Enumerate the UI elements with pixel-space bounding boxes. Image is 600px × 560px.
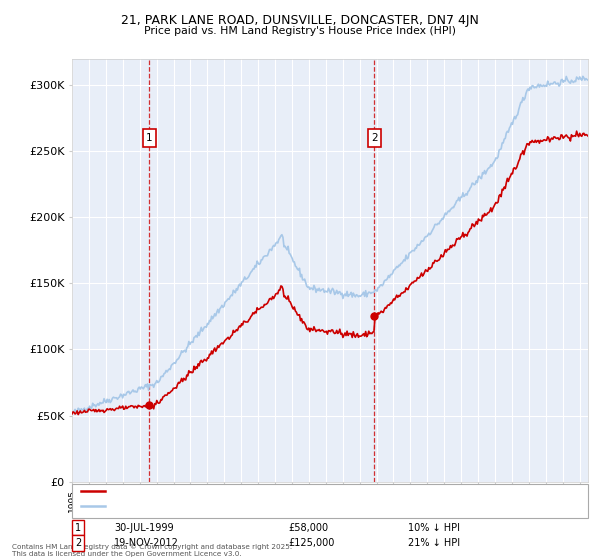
Text: HPI: Average price, detached house, Doncaster: HPI: Average price, detached house, Donc… bbox=[109, 501, 334, 510]
Text: 1: 1 bbox=[75, 522, 81, 533]
Text: Price paid vs. HM Land Registry's House Price Index (HPI): Price paid vs. HM Land Registry's House … bbox=[144, 26, 456, 36]
Text: £125,000: £125,000 bbox=[288, 538, 334, 548]
Text: 30-JUL-1999: 30-JUL-1999 bbox=[114, 522, 173, 533]
Text: 10% ↓ HPI: 10% ↓ HPI bbox=[408, 522, 460, 533]
Text: 21, PARK LANE ROAD, DUNSVILLE, DONCASTER, DN7 4JN (detached house): 21, PARK LANE ROAD, DUNSVILLE, DONCASTER… bbox=[109, 487, 466, 496]
Text: £58,000: £58,000 bbox=[288, 522, 328, 533]
Text: 2: 2 bbox=[75, 538, 81, 548]
Text: 21% ↓ HPI: 21% ↓ HPI bbox=[408, 538, 460, 548]
Text: Contains HM Land Registry data © Crown copyright and database right 2025.
This d: Contains HM Land Registry data © Crown c… bbox=[12, 544, 292, 557]
Text: 1: 1 bbox=[146, 133, 153, 143]
Text: 21, PARK LANE ROAD, DUNSVILLE, DONCASTER, DN7 4JN: 21, PARK LANE ROAD, DUNSVILLE, DONCASTER… bbox=[121, 14, 479, 27]
Text: 19-NOV-2012: 19-NOV-2012 bbox=[114, 538, 179, 548]
Text: 2: 2 bbox=[371, 133, 378, 143]
